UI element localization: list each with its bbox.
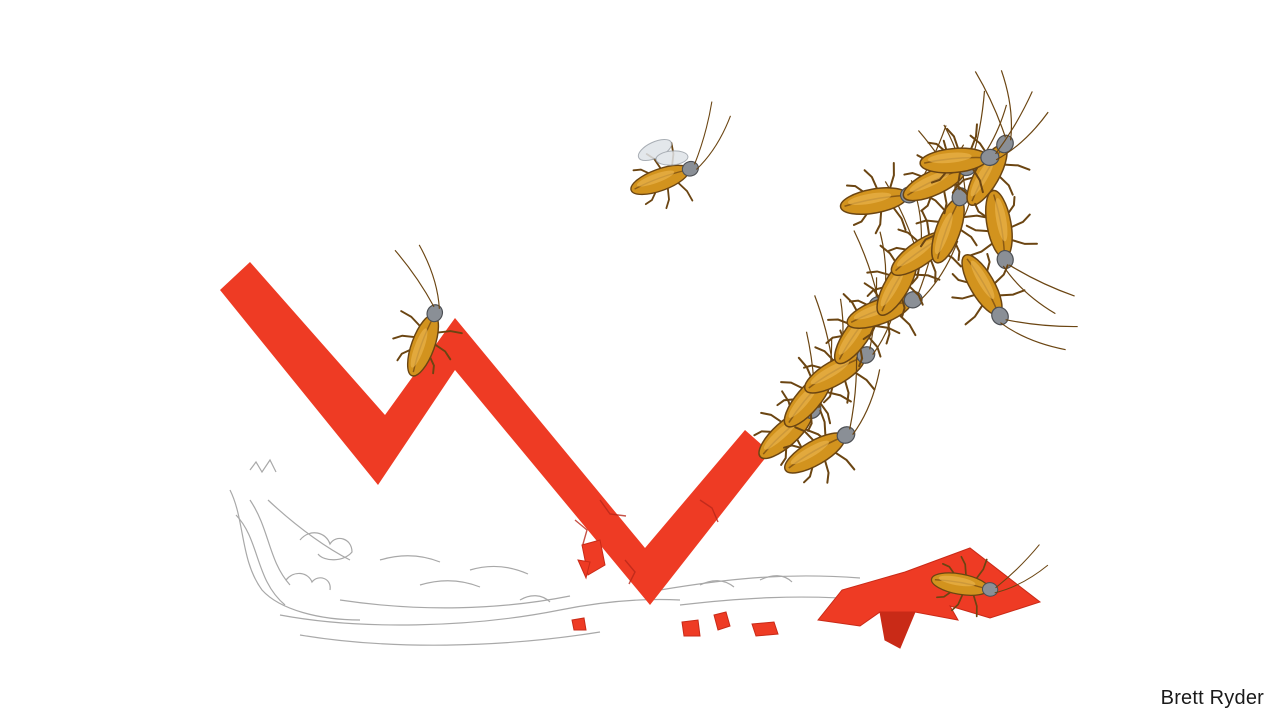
broken-fragments xyxy=(571,539,1042,649)
trend-line xyxy=(220,262,770,605)
flying-cockroach xyxy=(611,96,755,220)
sketch-ground xyxy=(229,458,871,646)
artist-credit: Brett Ryder xyxy=(1160,687,1264,709)
cockroach-swarm xyxy=(717,58,1086,501)
